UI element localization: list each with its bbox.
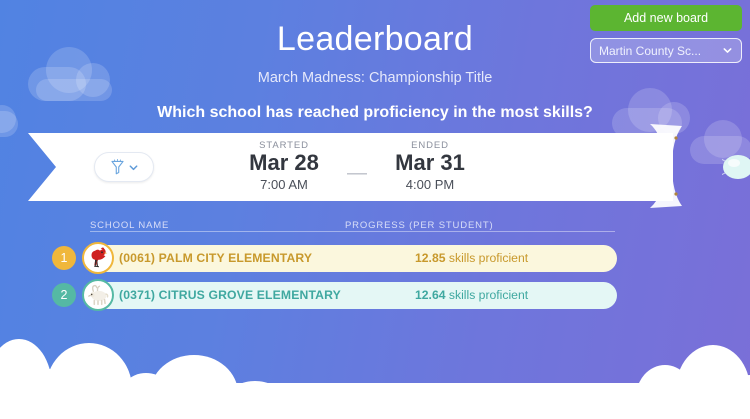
filter-button[interactable] bbox=[94, 152, 154, 182]
leaderboard-question: Which school has reached proficiency in … bbox=[157, 104, 593, 121]
date-range-banner: STARTED Mar 28 7:00 AM — ENDED Mar 31 4:… bbox=[28, 133, 673, 201]
school-name: (0061) PALM CITY ELEMENTARY bbox=[119, 251, 313, 265]
cardinal-bird-avatar-icon bbox=[82, 241, 114, 274]
score-value: 12.85 bbox=[415, 251, 446, 265]
funnel-filter-icon bbox=[110, 159, 124, 175]
blimp-decoration bbox=[722, 155, 750, 179]
rank-badge: 2 bbox=[52, 283, 76, 307]
column-header-progress: PROGRESS (PER STUDENT) bbox=[345, 220, 494, 231]
ended-label: ENDED bbox=[411, 140, 449, 151]
date-range-group: STARTED Mar 28 7:00 AM — ENDED Mar 31 4:… bbox=[228, 140, 486, 192]
progress-score: 12.85 skills proficient bbox=[415, 251, 528, 265]
leaderboard-rows: 1 (0061) PALM CITY ELEMENTARY 12.85 skills… bbox=[52, 241, 617, 318]
page-subtitle: March Madness: Championship Title bbox=[257, 70, 493, 86]
started-time: 7:00 AM bbox=[260, 176, 308, 192]
goat-avatar-icon bbox=[82, 278, 114, 311]
ended-time: 4:00 PM bbox=[405, 176, 455, 192]
add-new-board-button[interactable]: Add new board bbox=[590, 5, 742, 31]
score-value: 12.64 bbox=[415, 288, 446, 302]
date-separator: — bbox=[347, 162, 367, 184]
page-title: Leaderboard bbox=[276, 20, 474, 58]
school-name: (0371) CITRUS GROVE ELEMENTARY bbox=[119, 288, 341, 302]
progress-score: 12.64 skills proficient bbox=[415, 288, 528, 302]
table-header-row: SCHOOL NAME PROGRESS (PER STUDENT) bbox=[90, 215, 615, 233]
started-column: STARTED Mar 28 7:00 AM bbox=[228, 140, 340, 192]
school-select-dropdown[interactable]: Martin County Sc... bbox=[590, 38, 742, 63]
table-header-divider bbox=[90, 231, 615, 232]
school-select-value: Martin County Sc... bbox=[599, 43, 702, 58]
table-row[interactable]: 1 (0061) PALM CITY ELEMENTARY 12.85 skills… bbox=[52, 241, 617, 274]
rank-badge: 1 bbox=[52, 246, 76, 270]
started-date: Mar 28 bbox=[249, 150, 319, 175]
column-header-school-name: SCHOOL NAME bbox=[90, 220, 170, 231]
row-pill: (0061) PALM CITY ELEMENTARY 12.85 skills … bbox=[82, 241, 617, 274]
chevron-down-icon bbox=[723, 48, 732, 53]
ended-date: Mar 31 bbox=[395, 150, 465, 175]
row-pill: (0371) CITRUS GROVE ELEMENTARY 12.64 skil… bbox=[82, 278, 617, 311]
score-unit: skills proficient bbox=[445, 251, 529, 265]
score-unit: skills proficient bbox=[445, 288, 529, 302]
chevron-down-icon bbox=[129, 164, 137, 170]
table-row[interactable]: 2 (0371) CITRUS GROVE ELEMENTARY 12.64 ski… bbox=[52, 278, 617, 311]
started-label: STARTED bbox=[259, 140, 309, 151]
ended-column: ENDED Mar 31 4:00 PM bbox=[374, 140, 486, 192]
